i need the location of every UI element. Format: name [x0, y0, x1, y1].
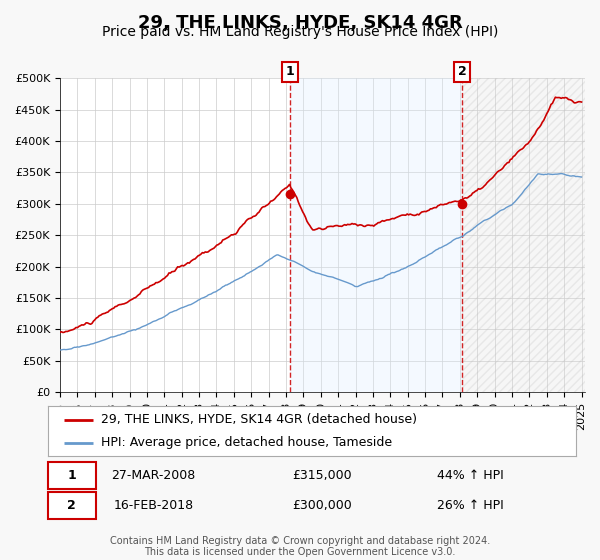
Text: £300,000: £300,000 — [293, 499, 352, 512]
Text: 27-MAR-2008: 27-MAR-2008 — [112, 469, 196, 482]
Text: £315,000: £315,000 — [293, 469, 352, 482]
Text: 1: 1 — [67, 469, 76, 482]
Text: 2: 2 — [458, 66, 466, 78]
Text: 1: 1 — [286, 66, 295, 78]
Text: 2: 2 — [67, 499, 76, 512]
Text: 29, THE LINKS, HYDE, SK14 4GR: 29, THE LINKS, HYDE, SK14 4GR — [137, 14, 463, 32]
Text: 26% ↑ HPI: 26% ↑ HPI — [437, 499, 504, 512]
Text: Price paid vs. HM Land Registry's House Price Index (HPI): Price paid vs. HM Land Registry's House … — [102, 25, 498, 39]
Bar — [290, 78, 462, 392]
Text: Contains HM Land Registry data © Crown copyright and database right 2024.
This d: Contains HM Land Registry data © Crown c… — [110, 535, 490, 557]
Text: 29, THE LINKS, HYDE, SK14 4GR (detached house): 29, THE LINKS, HYDE, SK14 4GR (detached … — [101, 413, 417, 426]
Text: HPI: Average price, detached house, Tameside: HPI: Average price, detached house, Tame… — [101, 436, 392, 449]
Bar — [462, 78, 585, 392]
FancyBboxPatch shape — [48, 463, 95, 489]
Text: 44% ↑ HPI: 44% ↑ HPI — [437, 469, 504, 482]
FancyBboxPatch shape — [48, 492, 95, 519]
Text: 16-FEB-2018: 16-FEB-2018 — [113, 499, 194, 512]
